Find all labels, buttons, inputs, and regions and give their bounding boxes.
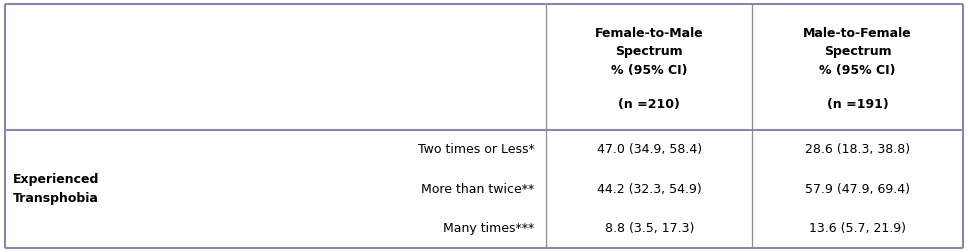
Text: Two times or Less*: Two times or Less* [418,143,534,156]
Text: Many times***: Many times*** [443,222,534,235]
Text: 44.2 (32.3, 54.9): 44.2 (32.3, 54.9) [597,182,702,196]
Text: 47.0 (34.9, 58.4): 47.0 (34.9, 58.4) [596,143,702,156]
Text: 13.6 (5.7, 21.9): 13.6 (5.7, 21.9) [809,222,906,235]
Text: 57.9 (47.9, 69.4): 57.9 (47.9, 69.4) [805,182,910,196]
Text: More than twice**: More than twice** [421,182,534,196]
Text: Female-to-Male
Spectrum
% (95% CI): Female-to-Male Spectrum % (95% CI) [595,27,704,77]
Text: (n =210): (n =210) [619,98,681,111]
Text: 8.8 (3.5, 17.3): 8.8 (3.5, 17.3) [605,222,694,235]
Text: Experienced
Transphobia: Experienced Transphobia [13,173,99,205]
Text: Male-to-Female
Spectrum
% (95% CI): Male-to-Female Spectrum % (95% CI) [803,27,912,77]
Text: (n =191): (n =191) [827,98,889,111]
Text: 28.6 (18.3, 38.8): 28.6 (18.3, 38.8) [805,143,910,156]
